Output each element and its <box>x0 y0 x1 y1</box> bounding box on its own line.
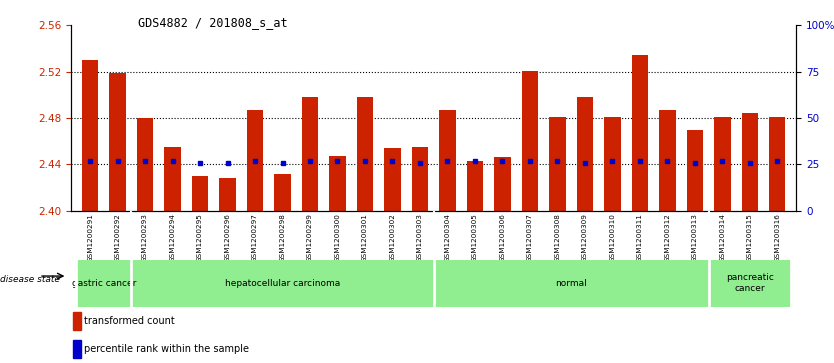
Text: GSM1200296: GSM1200296 <box>224 213 230 262</box>
Bar <box>73 312 81 330</box>
Bar <box>357 97 373 211</box>
Bar <box>604 117 620 211</box>
Text: GSM1200315: GSM1200315 <box>746 213 753 262</box>
Bar <box>494 157 510 211</box>
Text: GSM1200311: GSM1200311 <box>637 213 643 262</box>
Text: transformed count: transformed count <box>83 317 174 326</box>
Bar <box>521 70 538 211</box>
Bar <box>77 260 131 307</box>
Text: GSM1200305: GSM1200305 <box>472 213 478 262</box>
Bar <box>109 73 126 211</box>
Bar <box>440 110 455 211</box>
Bar <box>192 176 208 211</box>
Text: GSM1200309: GSM1200309 <box>582 213 588 262</box>
Text: GSM1200292: GSM1200292 <box>114 213 121 262</box>
Bar <box>384 148 400 211</box>
Text: GSM1200293: GSM1200293 <box>142 213 148 262</box>
Text: GSM1200307: GSM1200307 <box>527 213 533 262</box>
Bar <box>659 110 676 211</box>
Text: normal: normal <box>555 279 587 287</box>
Bar <box>686 130 703 211</box>
Text: GSM1200313: GSM1200313 <box>691 213 698 262</box>
Bar <box>576 97 593 211</box>
Bar <box>631 56 648 211</box>
Text: GSM1200312: GSM1200312 <box>665 213 671 262</box>
Bar <box>247 110 264 211</box>
Bar <box>73 340 81 359</box>
Text: GSM1200314: GSM1200314 <box>719 213 726 262</box>
Text: GSM1200302: GSM1200302 <box>389 213 395 262</box>
Text: GSM1200294: GSM1200294 <box>169 213 176 262</box>
Text: GSM1200301: GSM1200301 <box>362 213 368 262</box>
Text: GSM1200304: GSM1200304 <box>445 213 450 262</box>
Bar <box>219 178 236 211</box>
Bar <box>137 118 153 211</box>
Bar <box>467 161 483 211</box>
Text: GSM1200298: GSM1200298 <box>279 213 285 262</box>
Text: GSM1200303: GSM1200303 <box>417 213 423 262</box>
Bar <box>274 174 291 211</box>
Bar <box>769 117 786 211</box>
Text: GSM1200310: GSM1200310 <box>610 213 615 262</box>
Bar <box>302 97 319 211</box>
Bar <box>549 117 565 211</box>
Bar <box>714 117 731 211</box>
Text: GSM1200316: GSM1200316 <box>774 213 781 262</box>
Bar <box>131 260 434 307</box>
Text: GSM1200297: GSM1200297 <box>252 213 258 262</box>
Text: disease state: disease state <box>0 275 60 284</box>
Text: percentile rank within the sample: percentile rank within the sample <box>83 344 249 355</box>
Bar <box>434 260 709 307</box>
Bar <box>709 260 791 307</box>
Bar <box>164 147 181 211</box>
Bar <box>329 156 346 211</box>
Text: gastric cancer: gastric cancer <box>72 279 136 287</box>
Text: GSM1200308: GSM1200308 <box>555 213 560 262</box>
Text: GSM1200299: GSM1200299 <box>307 213 313 262</box>
Text: GSM1200306: GSM1200306 <box>500 213 505 262</box>
Text: GDS4882 / 201808_s_at: GDS4882 / 201808_s_at <box>138 16 287 29</box>
Text: hepatocellular carcinoma: hepatocellular carcinoma <box>225 279 340 287</box>
Bar <box>82 60 98 211</box>
Text: GSM1200295: GSM1200295 <box>197 213 203 262</box>
Text: GSM1200291: GSM1200291 <box>87 213 93 262</box>
Text: pancreatic
cancer: pancreatic cancer <box>726 273 774 293</box>
Text: GSM1200300: GSM1200300 <box>334 213 340 262</box>
Bar <box>412 147 428 211</box>
Bar <box>741 113 758 211</box>
